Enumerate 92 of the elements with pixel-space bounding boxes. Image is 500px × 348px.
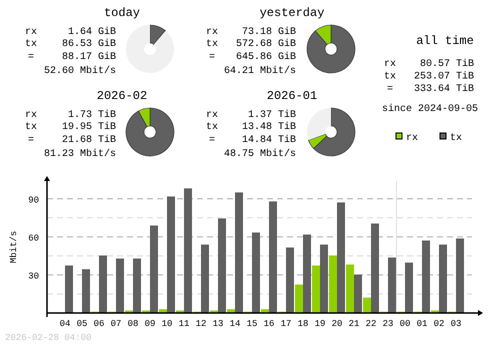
- x-tick-label: 16: [264, 319, 274, 329]
- x-tick-label: 18: [298, 319, 308, 329]
- bar: [295, 284, 303, 313]
- chart-title: today: [104, 6, 140, 20]
- text: = 645.86 GiB: [208, 52, 296, 63]
- bar: [337, 202, 345, 313]
- bar: [422, 240, 430, 313]
- x-tick-label: 20: [332, 319, 342, 329]
- text: = 14.84 TiB: [208, 135, 296, 146]
- bar: [346, 264, 354, 313]
- x-tick-label: 12: [196, 319, 206, 329]
- x-tick-label: 13: [212, 319, 224, 329]
- y-axis-title: Mbit/s: [9, 230, 19, 264]
- x-tick-label: 21: [348, 319, 360, 329]
- x-tick-label: 19: [314, 319, 326, 329]
- bar: [286, 248, 294, 313]
- bar: [363, 298, 371, 313]
- x-tick-label: 11: [178, 319, 190, 329]
- bar: [133, 258, 141, 313]
- text: = 21.68 TiB: [28, 135, 116, 146]
- text: all time: [416, 34, 474, 48]
- bar: [150, 226, 158, 313]
- bar: [252, 232, 260, 313]
- bar: [261, 309, 269, 313]
- bar: [456, 238, 464, 313]
- x-tick-label: 15: [246, 319, 258, 329]
- donut-slice: [306, 24, 356, 74]
- bar: [439, 244, 447, 313]
- x-tick-label: 05: [76, 319, 88, 329]
- text: rx 1.73 TiB: [24, 110, 116, 121]
- x-tick-label: 09: [144, 319, 156, 329]
- x-tick-label: 00: [400, 319, 410, 329]
- text: 64.21 Mbit/s: [224, 65, 296, 77]
- x-tick-label: 03: [450, 319, 462, 329]
- chart-title: 2026-02: [96, 89, 148, 103]
- text: tx 19.95 TiB: [24, 122, 116, 133]
- bar: [218, 218, 226, 313]
- bar: [269, 201, 277, 313]
- x-tick-label: 22: [366, 319, 376, 329]
- bar: [184, 188, 192, 313]
- legend-label: tx: [450, 133, 462, 144]
- text: rx 80.57 TiB: [384, 59, 474, 70]
- y-tick-label: 30: [28, 271, 39, 282]
- x-tick-label: 02: [434, 319, 444, 329]
- y-tick-label: 90: [28, 195, 39, 206]
- x-tick-label: 14: [230, 319, 240, 329]
- x-tick-label: 23: [382, 319, 394, 329]
- y-tick-label: 60: [28, 233, 39, 244]
- x-tick-label: 17: [280, 319, 292, 329]
- bar: [82, 269, 90, 313]
- text: rx 73.18 GiB: [206, 27, 296, 38]
- bar: [116, 258, 124, 313]
- bar: [303, 234, 311, 313]
- text: 52.60 Mbit/s: [44, 65, 116, 77]
- donut-slice: [126, 108, 174, 156]
- bar: [329, 256, 337, 313]
- x-tick-label: 06: [94, 319, 104, 329]
- bar: [405, 262, 413, 313]
- bar: [371, 224, 379, 313]
- x-tick-label: 07: [110, 319, 122, 329]
- bar: [227, 309, 235, 313]
- text: tx 253.07 TiB: [384, 72, 474, 82]
- chart-title: yesterday: [260, 6, 324, 20]
- text: tx 572.68 GiB: [206, 39, 296, 50]
- bar: [167, 196, 175, 313]
- bar: [320, 244, 328, 313]
- text: 48.75 Mbit/s: [224, 148, 296, 160]
- x-tick-label: 04: [60, 319, 70, 329]
- text: = 88.17 GiB: [28, 52, 116, 63]
- donut-slice: [126, 25, 174, 73]
- bar: [235, 192, 243, 313]
- bar: [65, 266, 73, 313]
- bar: [99, 256, 107, 313]
- x-tick-label: 08: [128, 319, 138, 329]
- bar: [388, 258, 396, 313]
- text: rx 1.37 TiB: [206, 110, 296, 121]
- bar: [201, 244, 209, 313]
- text: rx 1.64 GiB: [24, 27, 116, 38]
- text: = 333.64 TiB: [386, 84, 474, 95]
- bar: [312, 266, 320, 313]
- chart-title: 2026-01: [266, 89, 318, 103]
- text: tx 13.48 TiB: [206, 122, 296, 133]
- text: since 2024-09-05: [382, 103, 478, 115]
- bar: [354, 274, 362, 313]
- x-tick-label: 01: [416, 319, 428, 329]
- text: 81.23 Mbit/s: [44, 148, 116, 160]
- donut-slice: [150, 24, 166, 45]
- donut-slice: [307, 108, 331, 140]
- legend-label: rx: [406, 133, 418, 144]
- x-tick-label: 10: [162, 319, 172, 329]
- bar: [159, 309, 167, 313]
- text: tx 86.53 GiB: [24, 39, 116, 50]
